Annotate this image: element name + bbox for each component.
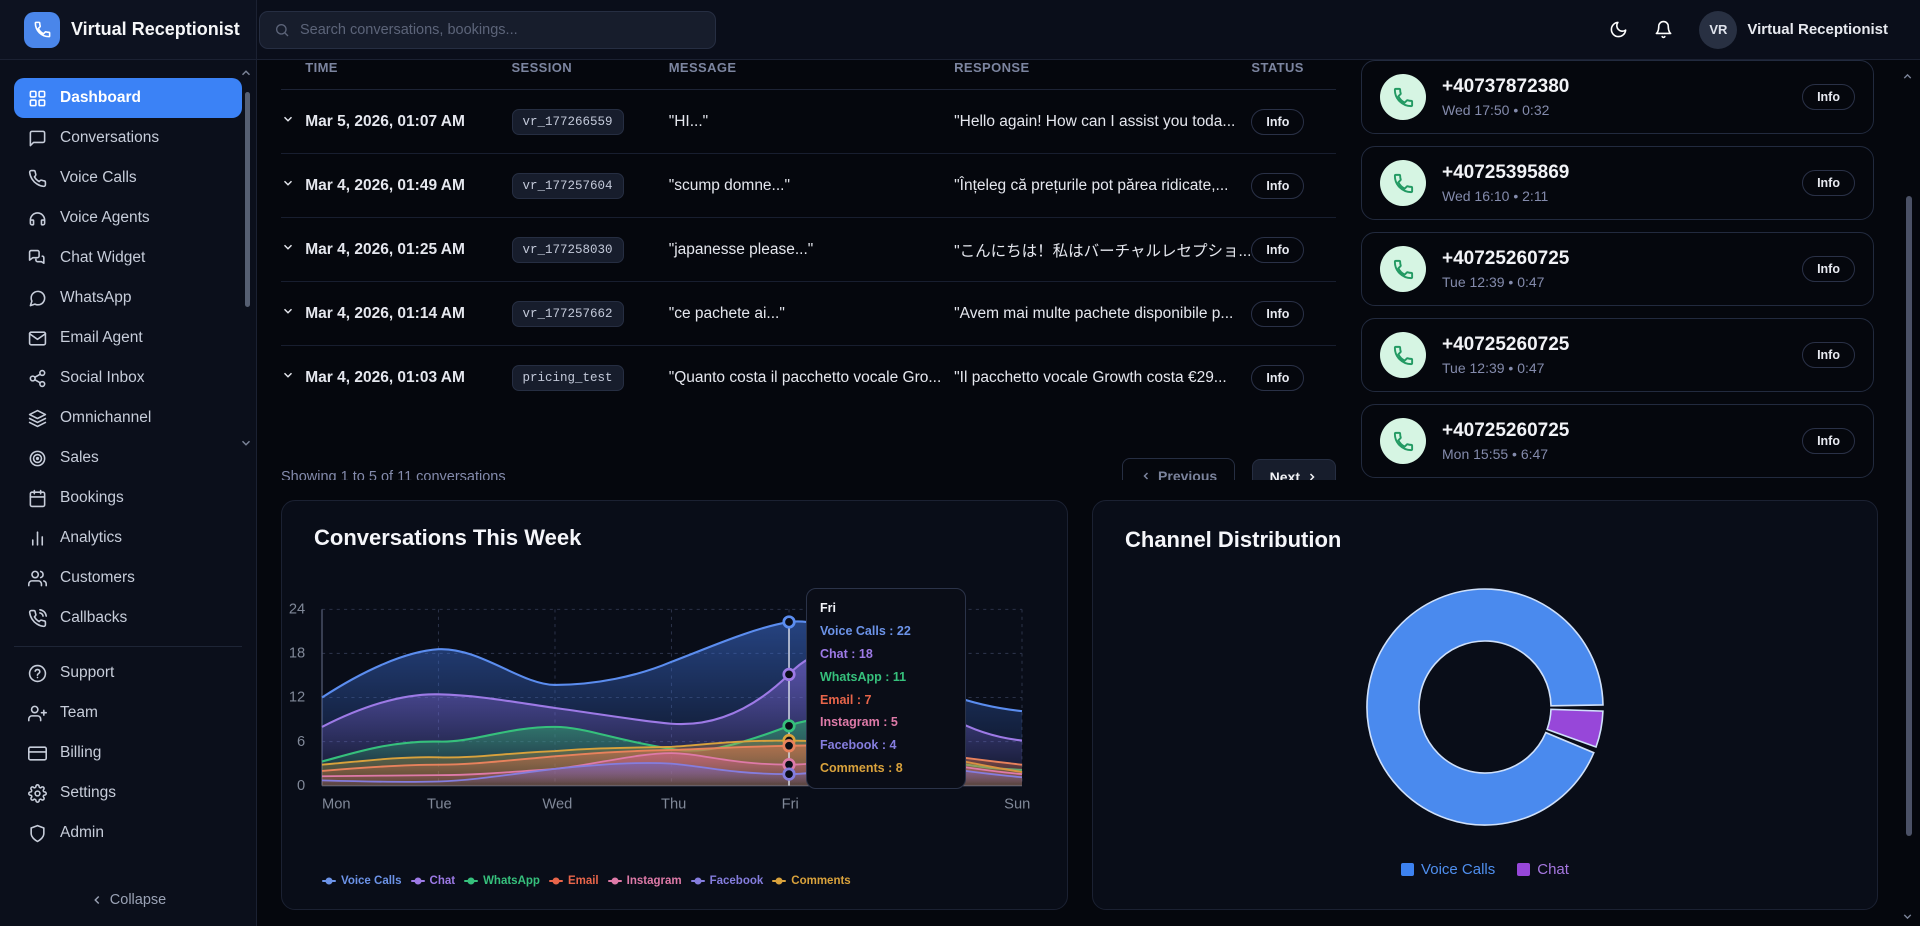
svg-text:Mon: Mon <box>322 797 351 813</box>
svg-text:Thu: Thu <box>661 797 686 813</box>
svg-text:18: 18 <box>289 646 305 662</box>
svg-text:Wed: Wed <box>542 797 572 813</box>
svg-text:6: 6 <box>297 734 305 750</box>
svg-text:Fri: Fri <box>782 797 799 813</box>
svg-text:12: 12 <box>289 690 305 706</box>
svg-text:24: 24 <box>289 602 305 618</box>
svg-text:0: 0 <box>297 778 305 794</box>
svg-text:Tue: Tue <box>427 797 452 813</box>
svg-text:Sun: Sun <box>1004 797 1030 813</box>
